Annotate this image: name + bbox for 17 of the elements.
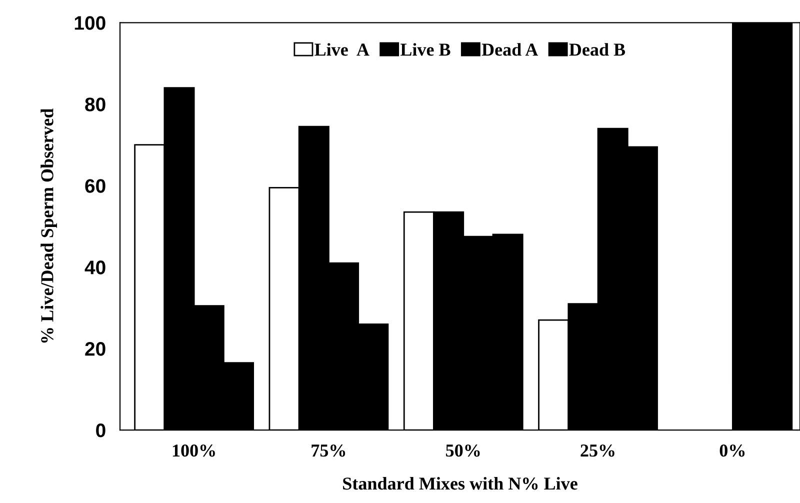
y-axis-title: % Live/Dead Sperm Observed [40, 108, 58, 343]
legend-label: Live A [314, 43, 370, 56]
y-tick-label: 20 [85, 342, 106, 356]
y-tick-label: 40 [84, 260, 106, 274]
x-tick-label: 50% [446, 444, 480, 457]
x-tick-label: 0% [720, 444, 745, 457]
y-tick-label: 60 [85, 179, 106, 193]
x-tick-label: 100% [172, 444, 215, 457]
legend-label: Dead A [482, 43, 538, 56]
y-tick-label: 80 [85, 98, 106, 112]
legend-label: Dead B [569, 43, 626, 56]
legend-label: Live B [400, 43, 450, 56]
x-tick-label: 25% [580, 444, 614, 457]
y-tick-label: 0 [96, 424, 106, 438]
x-tick-label: 75% [312, 444, 346, 457]
y-tick-label: 100 [74, 16, 106, 30]
x-axis-title: Standard Mixes with N% Live [343, 476, 578, 490]
